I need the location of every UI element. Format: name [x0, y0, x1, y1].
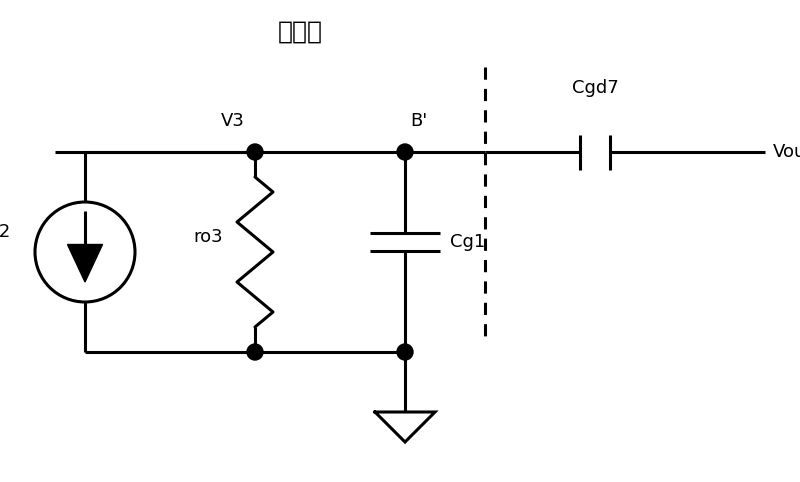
- Text: V3: V3: [221, 112, 245, 130]
- Text: B': B': [410, 112, 427, 130]
- Polygon shape: [67, 244, 102, 282]
- Text: Cg1: Cg1: [450, 233, 486, 251]
- Text: ro3: ro3: [194, 228, 223, 246]
- Circle shape: [397, 344, 413, 360]
- Circle shape: [247, 144, 263, 160]
- Text: 第二级: 第二级: [278, 20, 322, 44]
- Circle shape: [397, 144, 413, 160]
- Text: Vout2: Vout2: [773, 143, 800, 161]
- Text: Cgd7: Cgd7: [572, 79, 618, 97]
- Text: gm3V2: gm3V2: [0, 223, 10, 241]
- Circle shape: [247, 344, 263, 360]
